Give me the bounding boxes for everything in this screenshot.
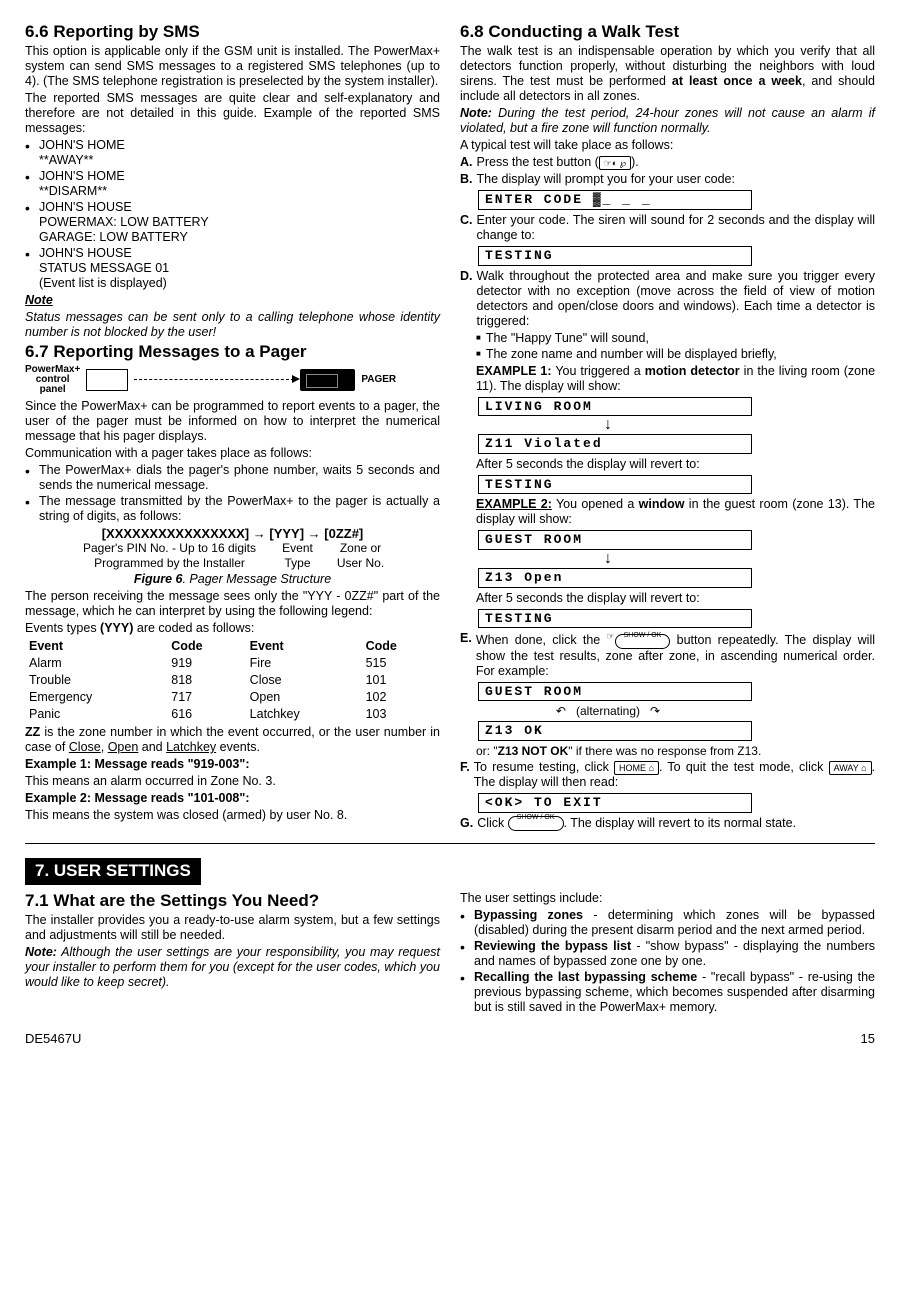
display-z13-ok: Z13 OK <box>478 721 752 741</box>
page-number: 15 <box>861 1031 875 1047</box>
step-f: F.To resume testing, click HOME ⌂. To qu… <box>460 760 875 790</box>
home-button-icon: HOME ⌂ <box>614 761 659 775</box>
para: Events types (YYY) are coded as follows: <box>25 621 440 636</box>
event-codes-table: EventCodeEventCode Alarm919Fire515 Troub… <box>25 638 440 723</box>
heading-6-6: 6.6 Reporting by SMS <box>25 22 440 42</box>
list-item: Recalling the last bypassing scheme - "r… <box>474 970 875 1015</box>
right-column: 6.8 Conducting a Walk Test The walk test… <box>460 20 875 833</box>
message-structure: [XXXXXXXXXXXXXXXX] → [YYY] → [0ZZ#] <box>25 526 440 542</box>
step-e: E.When done, click the ☞SHOW / OK button… <box>460 631 875 678</box>
or-line: or: "Z13 NOT OK" if there was no respons… <box>476 744 875 758</box>
heading-6-8: 6.8 Conducting a Walk Test <box>460 22 875 42</box>
display-testing-3: TESTING <box>478 609 752 629</box>
after-5s-2: After 5 seconds the display will revert … <box>476 591 875 606</box>
step-d: D.Walk throughout the protected area and… <box>460 269 875 329</box>
example-2: EXAMPLE 2: You opened a window in the gu… <box>476 497 875 527</box>
display-guest-room-2: GUEST ROOM <box>478 682 752 702</box>
step-c: C.Enter your code. The siren will sound … <box>460 213 875 243</box>
figure-caption: Figure 6. Pager Message Structure <box>25 572 440 587</box>
example-1: EXAMPLE 1: You triggered a motion detect… <box>476 364 875 394</box>
display-z13-open: Z13 Open <box>478 568 752 588</box>
display-living-room: LIVING ROOM <box>478 397 752 417</box>
display-testing: TESTING <box>478 246 752 266</box>
para: The user settings include: <box>460 891 875 906</box>
para: This option is applicable only if the GS… <box>25 44 440 89</box>
heading-6-7: 6.7 Reporting Messages to a Pager <box>25 342 440 362</box>
display-guest-room: GUEST ROOM <box>478 530 752 550</box>
arrow-icon <box>134 379 294 380</box>
para: A typical test will take place as follow… <box>460 138 875 153</box>
sms-list: JOHN'S HOME **AWAY** JOHN'S HOME **DISAR… <box>25 138 440 291</box>
example-2-head: Example 2: Message reads "101-008": <box>25 791 440 806</box>
sec7-left: 7.1 What are the Settings You Need? The … <box>25 889 440 1017</box>
list-item: JOHN'S HOUSESTATUS MESSAGE 01(Event list… <box>39 246 440 291</box>
show-ok-button-icon-2: SHOW / OK <box>508 816 564 831</box>
para: ZZ is the zone number in which the event… <box>25 725 440 755</box>
note-heading: Note <box>25 293 440 308</box>
settings-list: Bypassing zones - determining which zone… <box>460 908 875 1015</box>
list-item: Reviewing the bypass list - "show bypass… <box>474 939 875 969</box>
example-1-head: Example 1: Message reads "919-003": <box>25 757 440 772</box>
display-enter-code: ENTER CODE ▓_ _ _ <box>478 190 752 210</box>
pager-diagram: PowerMax+controlpanel PAGER <box>25 365 440 395</box>
diag-label-powermax: PowerMax+controlpanel <box>25 365 80 395</box>
para: The installer provides you a ready-to-us… <box>25 913 440 943</box>
page-footer: DE5467U 15 <box>25 1031 875 1047</box>
left-column: 6.6 Reporting by SMS This option is appl… <box>25 20 440 833</box>
message-labels: Pager's PIN No. - Up to 16 digitsProgram… <box>25 541 440 570</box>
away-button-icon: AWAY ⌂ <box>829 761 872 775</box>
sub-bullet: The "Happy Tune" will sound, <box>476 331 875 346</box>
list-item: JOHN'S HOME **AWAY** <box>39 138 440 168</box>
doc-id: DE5467U <box>25 1031 81 1047</box>
pager-list: The PowerMax+ dials the pager's phone nu… <box>25 463 440 524</box>
display-testing-2: TESTING <box>478 475 752 495</box>
sub-bullet: The zone name and number will be display… <box>476 347 875 362</box>
para: The reported SMS messages are quite clea… <box>25 91 440 136</box>
step-b: B.The display will prompt you for your u… <box>460 172 875 187</box>
list-item: Bypassing zones - determining which zone… <box>474 908 875 938</box>
alternating-label: ↶ (alternating) ↷ <box>478 704 738 718</box>
list-item: JOHN'S HOUSEPOWERMAX: LOW BATTERYGARAGE:… <box>39 200 440 245</box>
diag-label-pager: PAGER <box>361 375 396 385</box>
control-panel-icon <box>86 369 128 391</box>
sec7-right: The user settings include: Bypassing zon… <box>460 889 875 1017</box>
list-item: The message transmitted by the PowerMax+… <box>39 494 440 524</box>
note-body: Status messages can be sent only to a ca… <box>25 310 440 340</box>
after-5s: After 5 seconds the display will revert … <box>476 457 875 472</box>
pager-icon <box>300 369 355 391</box>
show-ok-button-icon: SHOW / OK <box>615 634 671 649</box>
para: Since the PowerMax+ can be programmed to… <box>25 399 440 444</box>
para: The walk test is an indispensable operat… <box>460 44 875 104</box>
example-1-body: This means an alarm occurred in Zone No.… <box>25 774 440 789</box>
down-arrow-icon: ↓ <box>478 553 738 565</box>
step-a: A.Press the test button (☞◐ ℘). <box>460 155 875 170</box>
down-arrow-icon: ↓ <box>478 419 738 431</box>
note: Note: Although the user settings are you… <box>25 945 440 990</box>
section-7-heading: 7. USER SETTINGS <box>25 858 201 884</box>
para: The person receiving the message sees on… <box>25 589 440 619</box>
test-button-icon: ☞◐ ℘ <box>599 156 631 170</box>
list-item: The PowerMax+ dials the pager's phone nu… <box>39 463 440 493</box>
display-z11: Z11 Violated <box>478 434 752 454</box>
display-ok-exit: <OK> TO EXIT <box>478 793 752 813</box>
para: Communication with a pager takes place a… <box>25 446 440 461</box>
list-item: JOHN'S HOME **DISARM** <box>39 169 440 199</box>
example-2-body: This means the system was closed (armed)… <box>25 808 440 823</box>
heading-7-1: 7.1 What are the Settings You Need? <box>25 891 440 911</box>
step-g: G.Click SHOW / OK. The display will reve… <box>460 816 875 831</box>
note: Note: During the test period, 24-hour zo… <box>460 106 875 136</box>
